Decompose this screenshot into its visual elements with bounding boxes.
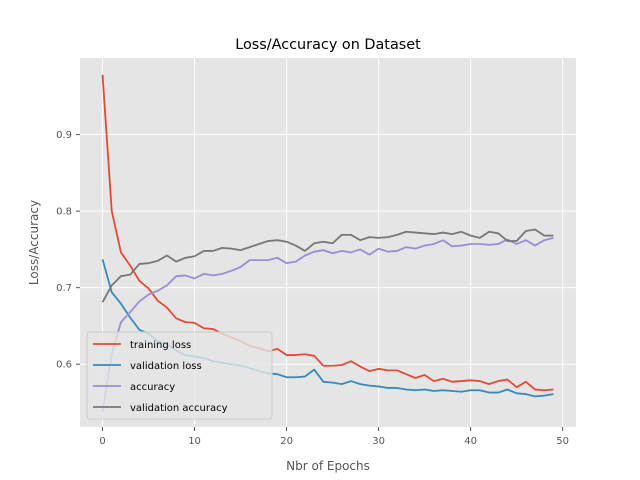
y-tick-label: 0.6 [56, 360, 72, 371]
x-tick-label: 30 [372, 436, 385, 447]
x-tick-label: 50 [556, 436, 569, 447]
legend-frame [86, 331, 273, 420]
y-tick-label: 0.8 [56, 207, 72, 218]
x-axis-label: Nbr of Epochs [286, 459, 370, 473]
series-line-training-loss [101, 74, 554, 392]
series-line-validation-accuracy [101, 228, 554, 303]
legend-label-validation-loss: validation loss [130, 361, 202, 372]
x-tick-label: 40 [464, 436, 477, 447]
y-axis-ticks: 0.6 0.7 0.8 0.9 [56, 130, 80, 371]
series-lines [101, 74, 554, 412]
x-axis-ticks: 0 10 20 30 40 50 [99, 427, 569, 447]
x-tick-label: 20 [280, 436, 293, 447]
legend: training loss validation loss accuracy vali… [86, 331, 273, 420]
chart-title: Loss/Accuracy on Dataset [235, 37, 421, 53]
series-line-accuracy [101, 237, 554, 412]
y-tick-label: 0.7 [56, 283, 72, 294]
y-axis-label: Loss/Accuracy [27, 200, 41, 285]
y-tick-label: 0.9 [56, 130, 72, 141]
x-tick-label: 0 [99, 436, 105, 447]
legend-label-accuracy: accuracy [130, 382, 175, 393]
legend-label-validation-accuracy: validation accuracy [130, 403, 228, 414]
legend-label-training-loss: training loss [130, 340, 191, 351]
x-tick-label: 10 [188, 436, 201, 447]
